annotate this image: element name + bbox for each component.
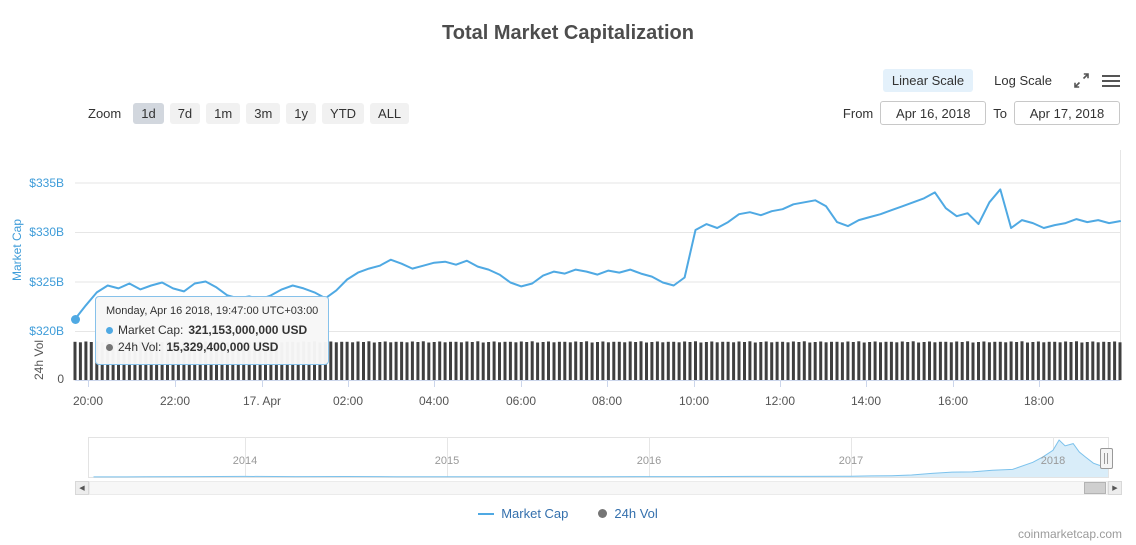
- tooltip-volume-label: 24h Vol:: [118, 340, 162, 354]
- navigator-handle[interactable]: [1100, 448, 1113, 469]
- zoom-button-3m[interactable]: 3m: [246, 103, 281, 124]
- legend-item-market-cap[interactable]: Market Cap: [478, 506, 568, 521]
- market-cap-axis-title: Market Cap: [10, 218, 24, 281]
- watermark: coinmarketcap.com: [1017, 527, 1122, 541]
- date-range-inputs: From To: [843, 101, 1120, 125]
- tooltip-market-cap-value: 321,153,000,000 USD: [188, 323, 308, 337]
- chart-legend: Market Cap 24h Vol: [0, 506, 1136, 521]
- volume-axis-title: 24h Vol: [32, 339, 46, 380]
- from-label: From: [842, 105, 874, 121]
- zoom-button-7d[interactable]: 7d: [169, 103, 201, 124]
- scale-toggle: Linear Scale Log Scale: [882, 69, 1120, 92]
- zoom-button-1d[interactable]: 1d: [133, 103, 164, 124]
- zoom-button-1y[interactable]: 1y: [286, 103, 317, 124]
- log-scale-button[interactable]: Log Scale: [994, 73, 1052, 88]
- to-label: To: [993, 105, 1007, 121]
- hover-point-marker: [71, 315, 80, 324]
- volume-dot-icon: [598, 509, 608, 518]
- zoom-button-1m[interactable]: 1m: [206, 103, 241, 124]
- market-cap-marker-icon: [106, 327, 113, 334]
- page-title: Total Market Capitalization: [442, 22, 694, 44]
- scrollbar-thumb[interactable]: [1084, 482, 1106, 494]
- zoom-button-all[interactable]: ALL: [370, 103, 410, 124]
- linear-scale-button[interactable]: Linear Scale: [882, 69, 974, 92]
- zoom-button-ytd[interactable]: YTD: [322, 103, 365, 124]
- chart-tooltip: Monday, Apr 16 2018, 19:47:00 UTC+03:00 …: [95, 296, 330, 365]
- from-date-input[interactable]: [880, 101, 987, 125]
- navigator-scrollbar: ◀ ▶: [75, 481, 1122, 495]
- volume-marker-icon: [106, 344, 113, 351]
- legend-item-volume[interactable]: 24h Vol: [598, 506, 658, 521]
- fullscreen-icon[interactable]: [1073, 72, 1090, 89]
- tooltip-volume-value: 15,329,400,000 USD: [166, 340, 279, 354]
- tooltip-row-volume: 24h Vol: 15,329,400,000 USD: [106, 339, 318, 356]
- legend-market-cap-label: Market Cap: [501, 506, 569, 521]
- zoom-label: Zoom: [88, 106, 122, 121]
- scrollbar-left-arrow-icon[interactable]: ◀: [75, 481, 89, 495]
- tooltip-row-market-cap: Market Cap: 321,153,000,000 USD: [106, 322, 318, 339]
- menu-icon[interactable]: [1102, 74, 1120, 88]
- legend-volume-label: 24h Vol: [614, 506, 658, 521]
- tooltip-timestamp: Monday, Apr 16 2018, 19:47:00 UTC+03:00: [106, 305, 319, 317]
- scrollbar-right-arrow-icon[interactable]: ▶: [1108, 481, 1122, 495]
- market-cap-line-icon: [478, 512, 495, 515]
- to-date-input[interactable]: [1014, 101, 1120, 125]
- scrollbar-track[interactable]: [89, 481, 1108, 495]
- tooltip-market-cap-label: Market Cap:: [118, 323, 184, 337]
- zoom-range-selector: Zoom 1d 7d 1m 3m 1y YTD ALL: [88, 103, 410, 124]
